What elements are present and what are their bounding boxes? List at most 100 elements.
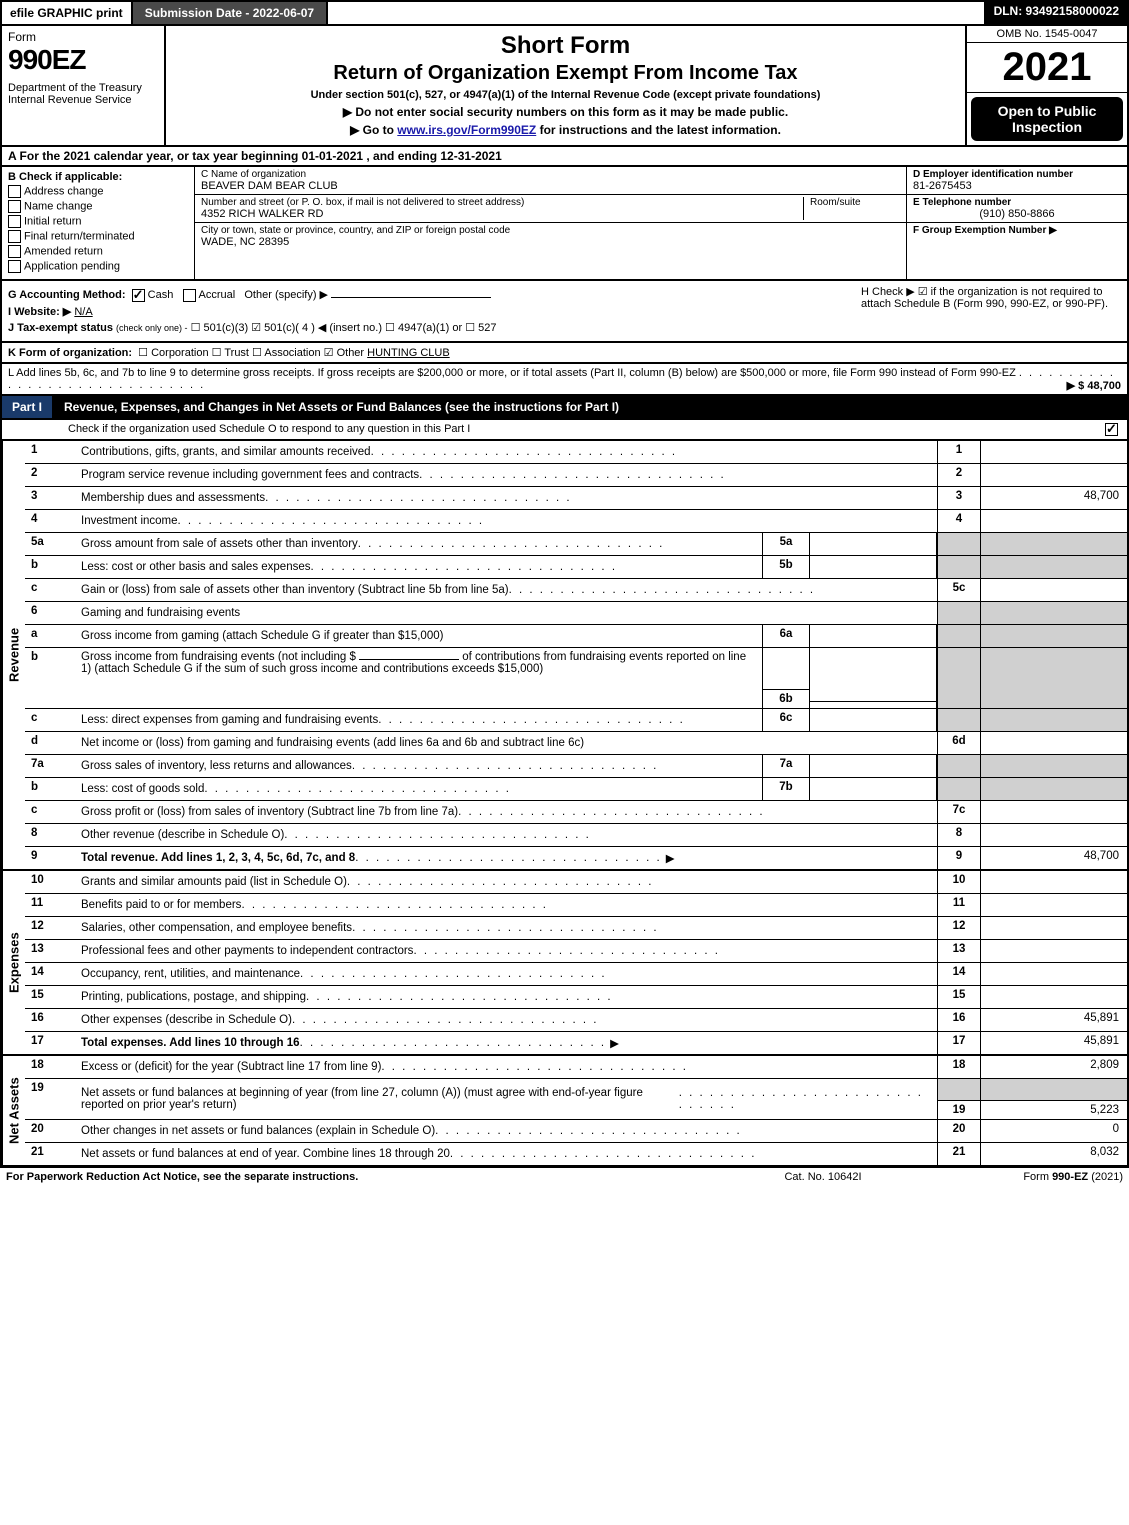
chk-schedule-o[interactable] [1105, 423, 1118, 436]
line-13: 13Professional fees and other payments t… [25, 940, 1127, 963]
ein-label: D Employer identification number [913, 169, 1121, 180]
top-bar: efile GRAPHIC print Submission Date - 20… [0, 0, 1129, 26]
val-9: 48,700 [980, 847, 1127, 869]
val-16: 45,891 [980, 1009, 1127, 1031]
expenses-table: Expenses 10Grants and similar amounts pa… [0, 871, 1129, 1056]
chk-name-change[interactable]: Name change [8, 200, 188, 213]
part1-tag: Part I [2, 396, 52, 418]
val-21: 8,032 [980, 1143, 1127, 1165]
org-info-block: B Check if applicable: Address change Na… [0, 167, 1129, 281]
line-19: 19Net assets or fund balances at beginni… [25, 1079, 1127, 1120]
val-17: 45,891 [980, 1032, 1127, 1054]
subtitle: Under section 501(c), 527, or 4947(a)(1)… [174, 89, 957, 101]
return-title: Return of Organization Exempt From Incom… [174, 62, 957, 85]
line-5b: bLess: cost or other basis and sales exp… [25, 556, 1127, 579]
form-id-block: Form 990EZ Department of the Treasury In… [2, 26, 166, 145]
org-address: 4352 RICH WALKER RD [201, 208, 803, 220]
accounting-website-block: G Accounting Method: Cash Accrual Other … [0, 281, 1129, 343]
part1-title: Revenue, Expenses, and Changes in Net As… [60, 396, 1127, 418]
part1-schedule-o-check: Check if the organization used Schedule … [0, 420, 1129, 441]
chk-final-return[interactable]: Final return/terminated [8, 230, 188, 243]
line-18: 18Excess or (deficit) for the year (Subt… [25, 1056, 1127, 1079]
section-d-e-f: D Employer identification number 81-2675… [906, 167, 1127, 279]
val-3: 48,700 [980, 487, 1127, 509]
line-7a: 7aGross sales of inventory, less returns… [25, 755, 1127, 778]
net-assets-table: Net Assets 18Excess or (deficit) for the… [0, 1056, 1129, 1167]
section-b-heading: B Check if applicable: [8, 171, 188, 183]
revenue-table: Revenue 1Contributions, gifts, grants, a… [0, 441, 1129, 871]
chk-address-change[interactable]: Address change [8, 185, 188, 198]
section-h: H Check ▶ ☑ if the organization is not r… [853, 285, 1121, 337]
phone-label: E Telephone number [913, 197, 1121, 208]
instr-goto: ▶ Go to www.irs.gov/Form990EZ for instru… [174, 123, 957, 137]
line-7b: bLess: cost of goods sold 7b [25, 778, 1127, 801]
omb-number: OMB No. 1545-0047 [967, 26, 1127, 43]
chk-cash[interactable] [132, 289, 145, 302]
group-exemption-label: F Group Exemption Number ▶ [913, 225, 1121, 236]
val-19: 5,223 [980, 1100, 1127, 1119]
line-6c: cLess: direct expenses from gaming and f… [25, 709, 1127, 732]
part1-header: Part I Revenue, Expenses, and Changes in… [0, 396, 1129, 420]
section-k: K Form of organization: ☐ Corporation ☐ … [0, 343, 1129, 364]
chk-accrual[interactable] [183, 289, 196, 302]
line-6b: b Gross income from fundraising events (… [25, 648, 1127, 709]
line-16: 16Other expenses (describe in Schedule O… [25, 1009, 1127, 1032]
netassets-sidebar: Net Assets [2, 1056, 25, 1165]
department: Department of the Treasury Internal Reve… [8, 82, 158, 106]
line-7c: cGross profit or (loss) from sales of in… [25, 801, 1127, 824]
org-name: BEAVER DAM BEAR CLUB [201, 180, 900, 192]
form-title-block: Short Form Return of Organization Exempt… [166, 26, 965, 145]
line-17: 17Total expenses. Add lines 10 through 1… [25, 1032, 1127, 1054]
line-8: 8Other revenue (describe in Schedule O) … [25, 824, 1127, 847]
submission-date: Submission Date - 2022-06-07 [131, 0, 328, 26]
chk-initial-return[interactable]: Initial return [8, 215, 188, 228]
line-20: 20Other changes in net assets or fund ba… [25, 1120, 1127, 1143]
chk-amended[interactable]: Amended return [8, 245, 188, 258]
val-18: 2,809 [980, 1056, 1127, 1078]
dln: DLN: 93492158000022 [984, 0, 1129, 26]
line-6d: dNet income or (loss) from gaming and fu… [25, 732, 1127, 755]
val-20: 0 [980, 1120, 1127, 1142]
gross-receipts: ▶ $ 48,700 [1067, 379, 1121, 392]
revenue-sidebar: Revenue [2, 441, 25, 869]
line-12: 12Salaries, other compensation, and empl… [25, 917, 1127, 940]
line-9: 9Total revenue. Add lines 1, 2, 3, 4, 5c… [25, 847, 1127, 869]
line-4: 4Investment income 4 [25, 510, 1127, 533]
paperwork-notice: For Paperwork Reduction Act Notice, see … [6, 1171, 723, 1183]
section-i: I Website: ▶ N/A [8, 305, 853, 318]
section-g: G Accounting Method: Cash Accrual Other … [8, 288, 853, 302]
website-value: N/A [74, 306, 92, 318]
chk-pending[interactable]: Application pending [8, 260, 188, 273]
room-label: Room/suite [810, 197, 900, 208]
line-10: 10Grants and similar amounts paid (list … [25, 871, 1127, 894]
header-right: OMB No. 1545-0047 2021 Open to Public In… [965, 26, 1127, 145]
line-6: 6Gaming and fundraising events [25, 602, 1127, 625]
page-footer: For Paperwork Reduction Act Notice, see … [0, 1167, 1129, 1186]
irs-link[interactable]: www.irs.gov/Form990EZ [397, 123, 536, 137]
line-1: 1Contributions, gifts, grants, and simil… [25, 441, 1127, 464]
section-b: B Check if applicable: Address change Na… [2, 167, 195, 279]
instr-ssn: ▶ Do not enter social security numbers o… [174, 105, 957, 119]
instr-goto-pre: ▶ Go to [350, 123, 397, 137]
form-number: 990EZ [8, 44, 158, 76]
ein-value: 81-2675453 [913, 180, 1121, 192]
addr-label: Number and street (or P. O. box, if mail… [201, 197, 803, 208]
short-form-title: Short Form [174, 32, 957, 60]
line-3: 3Membership dues and assessments 348,700 [25, 487, 1127, 510]
line-14: 14Occupancy, rent, utilities, and mainte… [25, 963, 1127, 986]
instr-goto-post: for instructions and the latest informat… [540, 123, 781, 137]
phone-value: (910) 850-8866 [913, 208, 1121, 220]
city-label: City or town, state or province, country… [201, 225, 900, 236]
section-j: J Tax-exempt status (check only one) - ☐… [8, 321, 853, 334]
section-c: C Name of organization BEAVER DAM BEAR C… [195, 167, 906, 279]
line-5a: 5aGross amount from sale of assets other… [25, 533, 1127, 556]
org-type-other: HUNTING CLUB [367, 347, 450, 359]
org-city: WADE, NC 28395 [201, 236, 900, 248]
line-21: 21Net assets or fund balances at end of … [25, 1143, 1127, 1165]
efile-print-btn[interactable]: efile GRAPHIC print [0, 0, 131, 26]
section-a-tax-year: A For the 2021 calendar year, or tax yea… [0, 147, 1129, 167]
form-header: Form 990EZ Department of the Treasury In… [0, 26, 1129, 147]
org-name-label: C Name of organization [201, 169, 900, 180]
line-2: 2Program service revenue including gover… [25, 464, 1127, 487]
topbar-spacer [328, 0, 983, 26]
